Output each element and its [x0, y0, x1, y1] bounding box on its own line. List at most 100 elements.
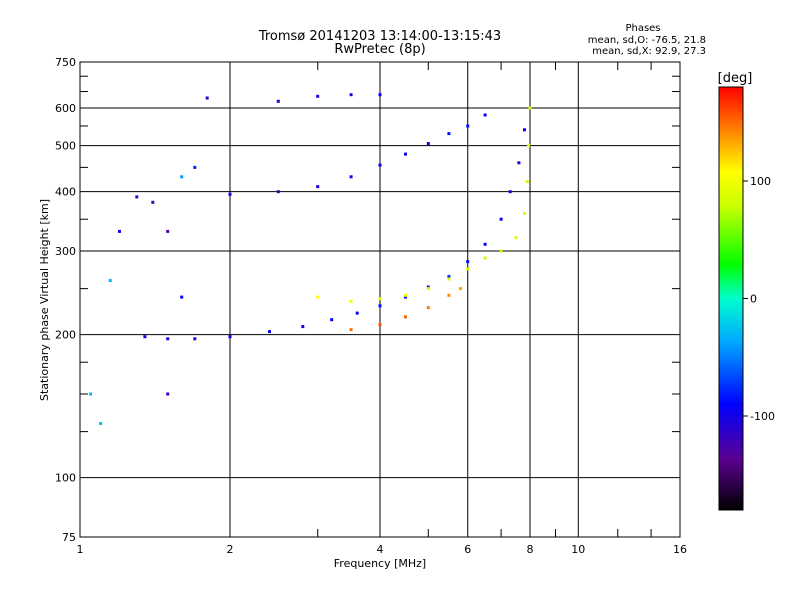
- echo-point: [483, 113, 487, 117]
- y-tick-label: 300: [55, 245, 76, 258]
- colorbar: [deg] 100 0 -100: [718, 71, 775, 511]
- echo-point: [143, 335, 147, 339]
- echo-point: [404, 293, 407, 297]
- colorbar-label: [deg]: [718, 71, 753, 86]
- echo-point: [378, 297, 382, 301]
- echo-point: [404, 295, 407, 299]
- echo-point: [89, 392, 93, 396]
- echo-point: [151, 200, 155, 204]
- echo-point: [330, 318, 334, 322]
- y-tick-label: 200: [55, 329, 76, 342]
- y-tick-label: 600: [55, 102, 76, 115]
- echo-point: [108, 279, 112, 282]
- echo-point: [378, 304, 382, 308]
- echo-point: [355, 311, 359, 315]
- grid: [80, 62, 680, 537]
- colorbar-tick-label: 100: [750, 175, 771, 188]
- y-tick-label: 75: [62, 531, 76, 544]
- echo-point: [166, 392, 170, 396]
- echo-point: [180, 295, 184, 299]
- echo-point: [228, 192, 232, 196]
- echo-point: [525, 180, 529, 184]
- x-tick-label: 1: [77, 543, 84, 556]
- y-tick-label: 100: [55, 472, 76, 485]
- echo-point: [193, 337, 197, 341]
- y-axis-label: Stationary phase Virtual Height [km]: [38, 199, 51, 401]
- chart-title: Tromsø 20141203 13:14:00-13:15:43: [258, 29, 501, 44]
- x-tick-label: 10: [571, 543, 585, 556]
- colorbar-gradient: [718, 86, 744, 511]
- x-axis-label: Frequency [MHz]: [334, 557, 426, 570]
- stats-o-mode: mean, sd,O: -76.5, 21.8: [588, 35, 706, 46]
- echo-point: [447, 275, 451, 279]
- echo-point: [193, 165, 197, 169]
- y-tick-label: 500: [55, 140, 76, 153]
- echo-point: [528, 106, 532, 110]
- x-tick-labels: 1 2 4 6 8 10 16: [77, 543, 688, 556]
- echo-point: [514, 236, 518, 240]
- echo-point: [228, 335, 232, 339]
- plot-area: [79, 61, 681, 538]
- echo-point: [166, 337, 170, 341]
- echo-point: [523, 211, 526, 215]
- echo-point: [316, 94, 320, 98]
- echo-point: [118, 229, 121, 233]
- echo-point: [99, 422, 103, 425]
- echo-point: [426, 287, 430, 291]
- chart-subtitle: RwPretec (8p): [334, 42, 425, 57]
- echo-point: [483, 256, 487, 260]
- echo-point: [523, 128, 526, 132]
- echo-point: [205, 96, 209, 100]
- plot-frame: [79, 61, 681, 538]
- echo-point: [499, 249, 503, 253]
- echo-point: [316, 185, 320, 189]
- x-tick-label: 4: [377, 543, 384, 556]
- echo-point: [349, 299, 353, 303]
- echo-point: [316, 295, 320, 299]
- echo-point: [426, 306, 430, 310]
- y-tick-labels: 75 100 200 300 400 500 600 750: [55, 56, 76, 544]
- echo-point: [483, 242, 487, 246]
- echo-point: [426, 285, 430, 289]
- echo-point: [527, 144, 531, 148]
- colorbar-tick-label: -100: [750, 410, 775, 423]
- echo-point: [466, 124, 470, 128]
- echo-point: [276, 99, 280, 103]
- y-tick-label: 750: [55, 56, 76, 69]
- colorbar-tick-label: 0: [750, 293, 757, 306]
- echo-point: [268, 330, 271, 334]
- echo-point: [426, 142, 430, 146]
- echo-point: [499, 217, 503, 221]
- echo-point: [466, 260, 470, 264]
- x-tick-label: 6: [464, 543, 471, 556]
- echo-point: [404, 152, 407, 156]
- echo-point: [378, 93, 382, 97]
- echo-point: [378, 323, 382, 327]
- echo-point: [378, 163, 382, 167]
- echo-point: [458, 287, 462, 291]
- stats-heading: Phases: [625, 23, 660, 34]
- echo-point: [404, 315, 407, 319]
- colorbar-ticks: 100 0 -100: [743, 175, 775, 423]
- echo-point: [180, 175, 184, 179]
- echo-point: [517, 161, 521, 165]
- x-tick-label: 16: [673, 543, 687, 556]
- echo-point: [135, 195, 139, 199]
- echo-point: [466, 267, 470, 271]
- data-points: [89, 93, 532, 425]
- echo-point: [276, 190, 280, 194]
- echo-point: [447, 293, 451, 297]
- y-tick-label: 400: [55, 186, 76, 199]
- echo-point: [447, 277, 451, 281]
- stats-x-mode: mean, sd,X: 92.9, 27.3: [592, 46, 706, 57]
- x-tick-label: 8: [527, 543, 534, 556]
- echo-point: [166, 229, 170, 233]
- echo-point: [447, 132, 451, 136]
- x-tick-label: 2: [227, 543, 234, 556]
- echo-point: [349, 93, 353, 97]
- echo-point: [508, 190, 512, 194]
- echo-point: [349, 175, 353, 179]
- echo-point: [301, 325, 305, 329]
